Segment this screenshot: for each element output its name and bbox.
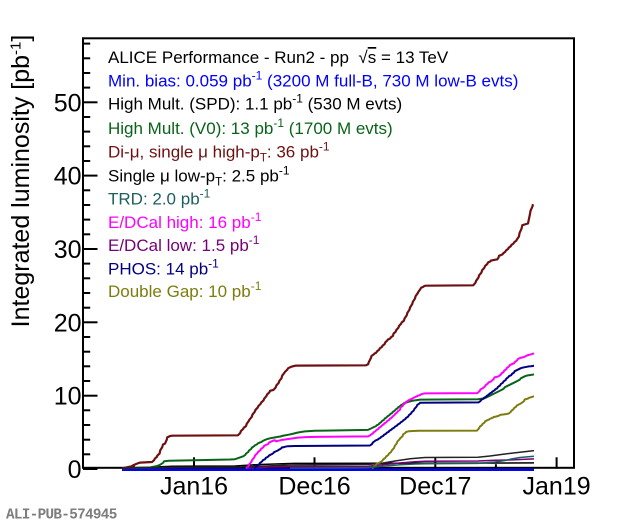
svg-text:ALICE Performance - Run2 - pp: ALICE Performance - Run2 - pp √s = 13 Te… — [108, 48, 449, 67]
svg-text:Integrated luminosity [pb-1]: Integrated luminosity [pb-1] — [7, 35, 35, 328]
svg-text:PHOS: 14 pb-1: PHOS: 14 pb-1 — [108, 257, 219, 279]
svg-text:Single μ low-pT: 2.5 pb-1: Single μ low-pT: 2.5 pb-1 — [108, 164, 290, 189]
svg-text:Di-μ, single μ high-pT: 36 pb-: Di-μ, single μ high-pT: 36 pb-1 — [108, 140, 330, 165]
svg-text:30: 30 — [54, 236, 82, 264]
svg-text:E/DCal low: 1.5 pb-1: E/DCal low: 1.5 pb-1 — [108, 233, 260, 255]
svg-text:High Mult. (SPD): 1.1 pb-1 (53: High Mult. (SPD): 1.1 pb-1 (530 M evts) — [108, 92, 402, 114]
svg-text:ALI-PUB-574945: ALI-PUB-574945 — [6, 508, 117, 524]
svg-text:10: 10 — [54, 383, 82, 411]
svg-text:TRD: 2.0 pb-1: TRD: 2.0 pb-1 — [108, 187, 211, 209]
svg-text:Dec16: Dec16 — [278, 473, 350, 501]
svg-text:Dec17: Dec17 — [399, 473, 471, 501]
svg-text:Min. bias: 0.059 pb-1 (3200 M: Min. bias: 0.059 pb-1 (3200 M full-B, 73… — [108, 68, 518, 90]
svg-text:E/DCal high: 16 pb-1: E/DCal high: 16 pb-1 — [108, 210, 262, 232]
svg-text:Double Gap: 10 pb-1: Double Gap: 10 pb-1 — [108, 279, 262, 301]
svg-text:40: 40 — [54, 163, 82, 191]
svg-text:50: 50 — [54, 89, 82, 117]
svg-text:High Mult. (V0): 13 pb-1 (1700: High Mult. (V0): 13 pb-1 (1700 M evts) — [108, 116, 393, 138]
svg-text:20: 20 — [54, 309, 82, 337]
svg-text:Jan16: Jan16 — [160, 473, 228, 501]
svg-text:0: 0 — [68, 456, 82, 484]
svg-text:Jan19: Jan19 — [523, 473, 591, 501]
